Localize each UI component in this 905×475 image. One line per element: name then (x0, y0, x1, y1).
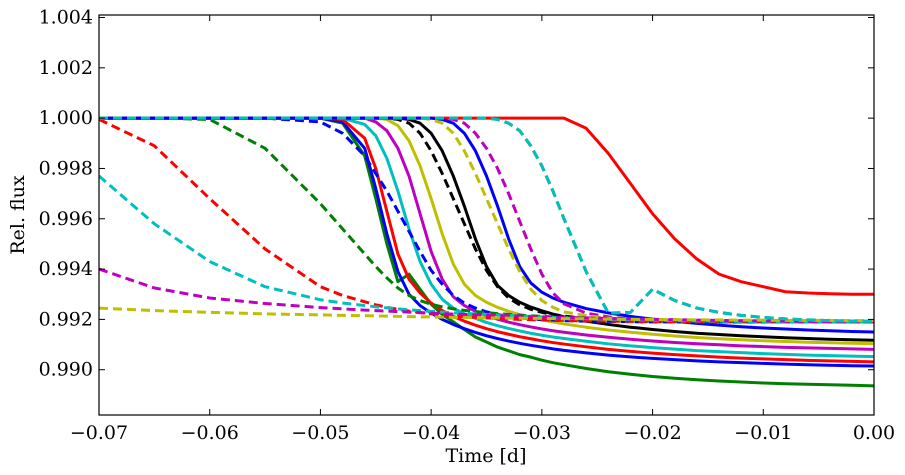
y-tick-label: 0.996 (39, 208, 93, 230)
x-tick-label: 0.00 (853, 422, 895, 444)
series-line-solid-cyan-1 (99, 116, 874, 359)
series-line-dash-cyan-late (99, 116, 874, 323)
series-line-solid-red-1 (99, 116, 874, 364)
series-line-dash-magenta-late (99, 116, 874, 324)
series-line-solid-black-1 (99, 116, 874, 342)
y-axis-title: Rel. flux (7, 175, 29, 255)
plot-frame (98, 14, 875, 416)
x-tick-label: −0.04 (402, 422, 460, 444)
series-line-dash-olive-flat (99, 306, 874, 323)
x-tick-label: −0.03 (513, 422, 571, 444)
series-line-solid-olive-1 (99, 116, 874, 346)
y-tick-label: 0.994 (39, 258, 93, 280)
x-tick-label: −0.06 (181, 422, 239, 444)
y-tick-label: 0.990 (39, 359, 93, 381)
y-tick-label: 1.002 (39, 57, 93, 79)
x-tick-label: −0.02 (623, 422, 681, 444)
y-tick-label: 0.998 (39, 157, 93, 179)
series-layer (99, 116, 874, 388)
y-tick-label: 0.992 (39, 308, 93, 330)
x-tick-label: −0.01 (734, 422, 792, 444)
x-tick-label: −0.07 (70, 422, 128, 444)
y-tick-label: 1.000 (39, 107, 93, 129)
x-tick-label: −0.05 (291, 422, 349, 444)
tick-layer: −0.07 −0.06 −0.05 −0.04 −0.03 −0.02 −0.01 0.00 0… (39, 7, 896, 444)
y-tick-label: 1.004 (39, 7, 93, 29)
series-line-dash-red-early (99, 118, 874, 324)
x-axis-title: Time [d] (445, 445, 526, 467)
series-line-solid-green-1 (99, 116, 874, 388)
series-line-dash-magenta-earliest (99, 267, 874, 324)
